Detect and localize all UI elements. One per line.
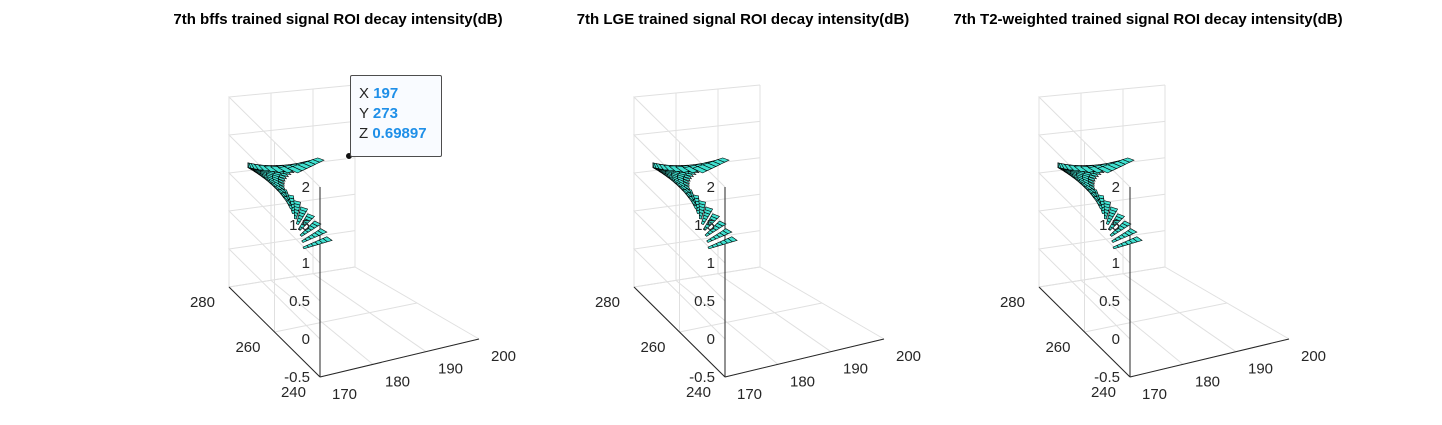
datatip-x-label: X: [359, 85, 370, 102]
z-tick-label: 0: [302, 331, 310, 348]
datatip-z-value: 0.69897: [372, 125, 427, 142]
surface-patch: [317, 228, 328, 235]
surface-patch: [716, 220, 727, 227]
z-tick-label: 1: [1112, 255, 1120, 272]
surface-patch: [1115, 213, 1126, 220]
y-tick-label: 260: [1045, 339, 1070, 356]
surface-patch: [722, 228, 733, 235]
gridline-z: [632, 230, 761, 340]
surface: [247, 157, 333, 250]
gridline-y: [1129, 187, 1290, 378]
surface-patch: [311, 220, 322, 227]
chart-panel-2: 7th LGE trained signal ROI decay intensi…: [577, 11, 921, 403]
z-tick-label: 1.5: [694, 217, 715, 234]
panel-title-2: 7th LGE trained signal ROI decay intensi…: [577, 11, 910, 28]
x-tick-label: 190: [438, 361, 463, 378]
y-tick-label: 280: [595, 294, 620, 311]
axis-line: [724, 338, 885, 378]
surface-patch: [691, 166, 708, 174]
x-tick-label: 200: [491, 348, 516, 365]
y-tick-label: 240: [1091, 384, 1116, 401]
z-tick-label: 2: [1112, 179, 1120, 196]
axis-line: [319, 338, 480, 378]
surface-patch: [727, 236, 738, 243]
surface-patch: [1109, 206, 1119, 212]
axis-line: [633, 286, 726, 378]
z-tick-label: 1.5: [289, 217, 310, 234]
x-tick-label: 180: [790, 373, 815, 390]
surface-patch: [1127, 228, 1138, 235]
datatip-y-value: 273: [372, 105, 398, 122]
datatip-y-label: Y: [359, 105, 369, 122]
y-tick-label: 240: [686, 384, 711, 401]
axis-line: [1129, 338, 1290, 378]
x-tick-label: 200: [896, 348, 921, 365]
datatip-z-row: Z 0.69897: [359, 124, 441, 144]
gridline-y: [724, 187, 885, 378]
z-tick-label: 0: [1112, 331, 1120, 348]
z-tick-label: 1: [302, 255, 310, 272]
gridline-z: [227, 230, 356, 340]
chart-panel-3: 7th T2-weighted trained signal ROI decay…: [953, 11, 1342, 403]
y-tick-label: 260: [235, 339, 260, 356]
surface-patch: [1121, 220, 1132, 227]
surface-patch: [704, 206, 714, 212]
panel-title-3: 7th T2-weighted trained signal ROI decay…: [953, 11, 1342, 28]
axis-line: [228, 286, 321, 378]
gridline-x: [1080, 93, 1184, 365]
x-tick-label: 180: [1195, 373, 1220, 390]
gridline-z: [1037, 230, 1166, 340]
surface-patch: [286, 166, 303, 174]
x-tick-label: 180: [385, 373, 410, 390]
surface-patch: [299, 206, 309, 212]
gridline-x: [759, 85, 885, 340]
x-tick-label: 190: [1248, 361, 1273, 378]
x-tick-label: 170: [332, 386, 357, 403]
surface-patch: [322, 236, 333, 243]
z-tick-label: 0.5: [1099, 293, 1120, 310]
y-tick-label: 240: [281, 384, 306, 401]
z-tick-label: 0.5: [289, 293, 310, 310]
surface-patch: [1096, 166, 1113, 174]
datatip[interactable]: X 197 Y 273 Z 0.69897: [350, 75, 442, 157]
surface-patch: [305, 213, 316, 220]
z-tick-label: -0.5: [284, 369, 310, 386]
z-tick-label: 1.5: [1099, 217, 1120, 234]
datatip-x-row: X 197: [359, 84, 441, 104]
x-tick-label: 170: [737, 386, 762, 403]
chart-panel-1: 7th bffs trained signal ROI decay intens…: [173, 11, 516, 403]
z-tick-label: 2: [707, 179, 715, 196]
gridline-x: [1164, 85, 1290, 340]
x-tick-label: 190: [843, 361, 868, 378]
x-tick-label: 170: [1142, 386, 1167, 403]
y-tick-label: 280: [1000, 294, 1025, 311]
x-tick-label: 200: [1301, 348, 1326, 365]
y-tick-label: 260: [640, 339, 665, 356]
surface: [1057, 157, 1143, 250]
axis-line: [1038, 286, 1131, 378]
datatip-y-row: Y 273: [359, 104, 441, 124]
gridline-x: [675, 93, 779, 365]
surface-patch: [710, 213, 721, 220]
z-tick-label: 1: [707, 255, 715, 272]
surface-patch: [1132, 236, 1143, 243]
z-tick-label: -0.5: [689, 369, 715, 386]
z-tick-label: 0: [707, 331, 715, 348]
datatip-z-label: Z: [359, 125, 369, 142]
datatip-x-value: 197: [373, 85, 399, 102]
z-tick-label: -0.5: [1094, 369, 1120, 386]
z-tick-label: 2: [302, 179, 310, 196]
gridline-y: [319, 187, 480, 378]
surface: [652, 157, 738, 250]
z-tick-label: 0.5: [694, 293, 715, 310]
y-tick-label: 280: [190, 294, 215, 311]
panel-title-1: 7th bffs trained signal ROI decay intens…: [173, 11, 502, 28]
